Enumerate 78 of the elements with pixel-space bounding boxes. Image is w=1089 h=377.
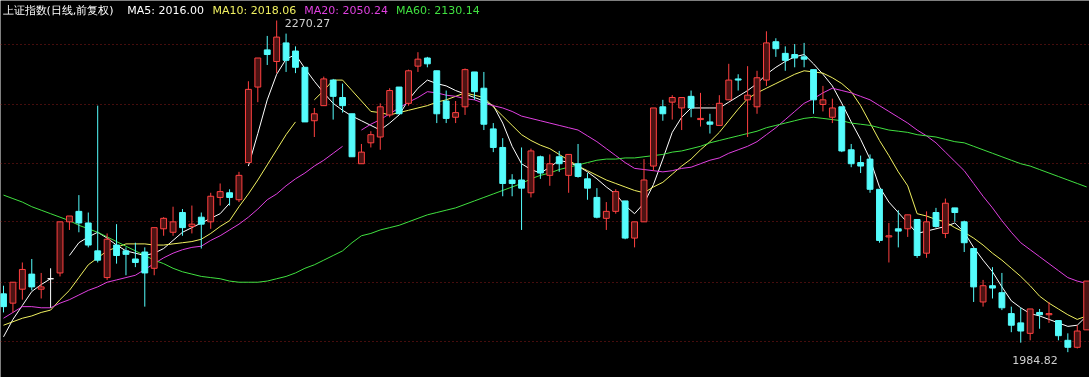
candlestick	[565, 153, 573, 194]
candlestick	[1007, 306, 1015, 333]
candlestick	[358, 143, 365, 165]
candlestick	[122, 246, 130, 276]
candlestick	[94, 105, 102, 263]
candlestick	[800, 42, 808, 68]
candlestick	[1036, 308, 1043, 330]
candlestick	[75, 194, 83, 233]
candlestick	[1064, 332, 1072, 353]
candlestick	[160, 216, 168, 237]
candlestick	[715, 94, 723, 126]
candlestick	[819, 85, 827, 112]
candlestick	[282, 33, 290, 73]
candlestick	[894, 209, 902, 248]
candlestick	[847, 143, 855, 168]
candlestick	[18, 261, 26, 301]
candlestick	[584, 172, 591, 201]
candlestick	[612, 188, 620, 215]
annotation: 1984.82	[1012, 354, 1058, 368]
candlestick	[781, 45, 789, 72]
candlestick	[546, 153, 554, 187]
candlestick	[113, 223, 120, 265]
candlestick	[791, 43, 799, 68]
candlestick	[179, 208, 186, 237]
candlestick	[452, 100, 460, 124]
candlestick	[188, 205, 196, 234]
candlestick	[687, 90, 695, 118]
candlestick	[989, 266, 996, 299]
candlestick	[339, 83, 347, 114]
candlestick	[979, 279, 987, 308]
candlestick	[0, 285, 7, 313]
candlestick	[744, 65, 752, 138]
candlestick	[998, 272, 1006, 311]
candlestick	[602, 201, 610, 231]
candlestick	[310, 107, 318, 138]
candlestick	[659, 99, 667, 122]
chart-title: 上证指数(日线,前复权)	[2, 3, 114, 17]
text: MA5: 2016.00	[127, 3, 205, 17]
candlestick	[9, 281, 17, 313]
candlestick	[828, 98, 836, 124]
candlestick	[904, 214, 912, 238]
candlestick	[263, 35, 271, 66]
candlestick	[706, 113, 714, 135]
candlestick	[772, 37, 780, 58]
candlestick	[131, 242, 139, 268]
candlestick	[1017, 307, 1025, 344]
candlestick	[169, 206, 177, 237]
candlestick	[1055, 320, 1062, 341]
candlestick	[489, 122, 497, 153]
candlestick	[725, 63, 733, 101]
candlestick	[442, 90, 450, 124]
candlestick	[668, 94, 676, 121]
text: MA10: 2018.06	[212, 3, 297, 17]
candlestick	[555, 150, 563, 173]
candlestick	[518, 146, 525, 231]
candlestick	[1045, 301, 1053, 324]
candlestick	[960, 220, 968, 253]
candlestick	[197, 212, 205, 250]
candlestick	[141, 246, 149, 308]
candlestick	[593, 187, 601, 219]
text: MA20: 2050.24	[304, 3, 388, 17]
candlestick	[216, 182, 224, 207]
candlestick	[471, 71, 478, 101]
candlestick	[697, 92, 704, 128]
candlestick	[574, 143, 582, 179]
candlestick	[932, 207, 940, 229]
candlestick	[292, 45, 299, 74]
candlestick	[631, 221, 638, 248]
candlestick	[84, 212, 92, 248]
text: MA60: 2130.14	[396, 3, 480, 17]
candlestick	[329, 78, 337, 121]
candlestick	[678, 97, 686, 131]
annotation: 2270.27	[284, 16, 331, 30]
candlestick	[414, 51, 422, 73]
candlestick	[508, 173, 516, 197]
candlestick	[37, 272, 45, 299]
candlestick	[885, 222, 893, 263]
candlestick	[28, 258, 36, 291]
